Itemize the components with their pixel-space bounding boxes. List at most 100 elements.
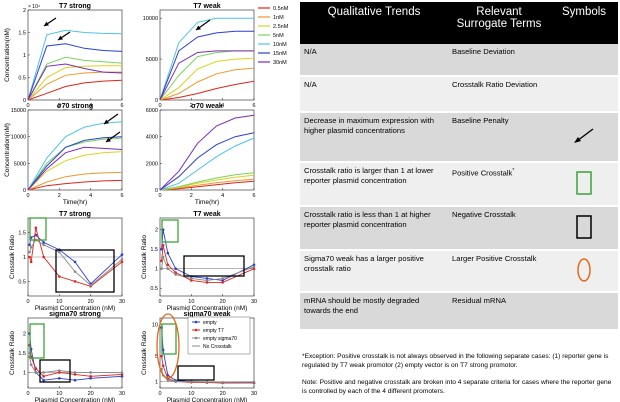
x-axis-label: Plasmid Concentration (nM) bbox=[167, 305, 248, 312]
x-tick-label: 2 bbox=[58, 193, 61, 199]
legend-label: 30nM bbox=[273, 60, 287, 66]
x-tick-label: 20 bbox=[220, 391, 226, 397]
legend-marker bbox=[194, 320, 198, 324]
crosstalk-point bbox=[34, 226, 38, 230]
x-tick-label: 6 bbox=[120, 103, 123, 109]
crosstalk-point bbox=[120, 260, 124, 264]
trend-cell: Sigma70 weak has a larger positive cross… bbox=[300, 250, 448, 293]
table-row: Decrease in maximum expression with high… bbox=[300, 112, 618, 163]
x-tick-label: 4 bbox=[221, 103, 224, 109]
y-tick-label: 2 bbox=[23, 332, 26, 338]
crosstalk-legend-label: empty sigma70 bbox=[203, 336, 237, 342]
crosstalk-point bbox=[58, 376, 61, 380]
trend-cell: N/A bbox=[300, 76, 448, 113]
black-rectangle-icon bbox=[576, 214, 592, 239]
y-tick-label: 10000 bbox=[143, 16, 158, 22]
y-tick-label: 0.5 bbox=[18, 76, 26, 82]
negative-crosstalk-box bbox=[183, 255, 245, 277]
header-surrogate-terms: Relevant Surrogate Terms bbox=[448, 2, 550, 44]
crosstalk-point bbox=[166, 263, 170, 267]
panel-title: σ70 strong bbox=[57, 103, 93, 110]
crosstalk-point bbox=[221, 277, 224, 280]
series-line-2.5nM bbox=[27, 151, 123, 191]
y-tick-label: 5 bbox=[155, 354, 158, 360]
arrow-icon bbox=[574, 127, 594, 143]
series-line-0.5nM bbox=[27, 179, 123, 191]
crosstalk-point bbox=[29, 245, 33, 249]
x-tick-label: 2 bbox=[190, 103, 193, 109]
crosstalk-point bbox=[252, 267, 256, 271]
series-line-30nM bbox=[27, 146, 123, 191]
y-tick-label: 6000 bbox=[146, 108, 158, 114]
crosstalk-series-line bbox=[29, 227, 123, 287]
panel-title: sigma70 weak bbox=[183, 311, 230, 318]
crosstalk-series-line bbox=[29, 239, 123, 286]
header-symbols: Symbols bbox=[550, 2, 618, 44]
negative-crosstalk-box bbox=[55, 249, 115, 293]
y-tick-label: 2000 bbox=[146, 161, 158, 167]
series-line-0.5nM bbox=[159, 80, 255, 101]
y-tick-label: 1.5 bbox=[18, 351, 26, 357]
crosstalk-point bbox=[166, 251, 170, 255]
crosstalk-point bbox=[120, 375, 124, 378]
positive-crosstalk-box bbox=[161, 219, 179, 243]
y-tick-label: 1 bbox=[23, 53, 26, 59]
trend-cell: N/A bbox=[300, 44, 448, 77]
crosstalk-point bbox=[120, 253, 124, 256]
annotation-arrowhead bbox=[106, 137, 111, 142]
series-line-1nM bbox=[27, 171, 123, 191]
series-line-10nM bbox=[27, 29, 123, 101]
symbol-cell bbox=[550, 292, 618, 331]
crosstalk-point bbox=[120, 371, 124, 374]
crosstalk-point bbox=[190, 380, 193, 383]
crosstalk-point bbox=[89, 375, 92, 378]
trend-cell: mRNA should be mostly degraded towards t… bbox=[300, 292, 448, 331]
crosstalk-point bbox=[28, 255, 31, 259]
annotation-arrowhead bbox=[196, 25, 201, 30]
series-line-15nM bbox=[27, 136, 123, 191]
y-tick-label: 0.5 bbox=[18, 279, 26, 285]
crosstalk-legend-label: empty bbox=[203, 320, 217, 326]
table-row: N/A Crosstalk Ratio Deviation bbox=[300, 76, 618, 113]
crosstalk-point bbox=[42, 241, 45, 244]
series-line-2.5nM bbox=[27, 65, 122, 101]
table-row: mRNA should be mostly degraded towards t… bbox=[300, 292, 618, 331]
symbol-cell bbox=[550, 76, 618, 113]
negative-crosstalk-box bbox=[39, 359, 71, 383]
crosstalk-point bbox=[160, 267, 163, 271]
x-tick-label: 6 bbox=[252, 193, 255, 199]
crosstalk-point bbox=[252, 263, 256, 267]
x-tick-label: 2 bbox=[190, 193, 193, 199]
plot-axes-ct7w bbox=[159, 217, 255, 297]
symbol-cell bbox=[550, 44, 618, 77]
y-tick-label: 1 bbox=[23, 370, 26, 376]
y-tick-label: 1.5 bbox=[18, 231, 26, 237]
crosstalk-point bbox=[166, 379, 170, 382]
x-tick-label: 20 bbox=[220, 299, 226, 305]
crosstalk-point bbox=[221, 281, 224, 284]
y-tick-label: 0 bbox=[23, 188, 26, 194]
trend-cell: Crosstalk ratio is larger than 1 at lowe… bbox=[300, 162, 448, 207]
crosstalk-point bbox=[89, 283, 92, 287]
series-line-15nM bbox=[159, 30, 254, 101]
crosstalk-point bbox=[174, 267, 177, 271]
x-tick-label: 6 bbox=[252, 103, 255, 109]
crosstalk-point bbox=[160, 354, 163, 358]
term-cell: Baseline Penalty bbox=[448, 112, 550, 163]
series-line-10nM bbox=[159, 17, 254, 101]
legend-marker bbox=[194, 336, 198, 340]
x-tick-label: 0 bbox=[26, 391, 29, 397]
term-cell: Crosstalk Ratio Deviation bbox=[448, 76, 550, 113]
crosstalk-point bbox=[252, 265, 256, 269]
legend-label: 15nM bbox=[273, 51, 287, 57]
crosstalk-point bbox=[205, 281, 209, 284]
trend-cell: Crosstalk ratio is less than 1 at higher… bbox=[300, 206, 448, 251]
x-tick-label: 10 bbox=[56, 299, 62, 305]
crosstalk-series-line bbox=[29, 345, 123, 377]
crosstalk-point bbox=[166, 267, 170, 271]
axis-exponent: × 10⁴ bbox=[28, 4, 40, 10]
series-line-5nM bbox=[27, 56, 123, 101]
crosstalk-point bbox=[205, 380, 209, 384]
crosstalk-point bbox=[161, 244, 165, 247]
